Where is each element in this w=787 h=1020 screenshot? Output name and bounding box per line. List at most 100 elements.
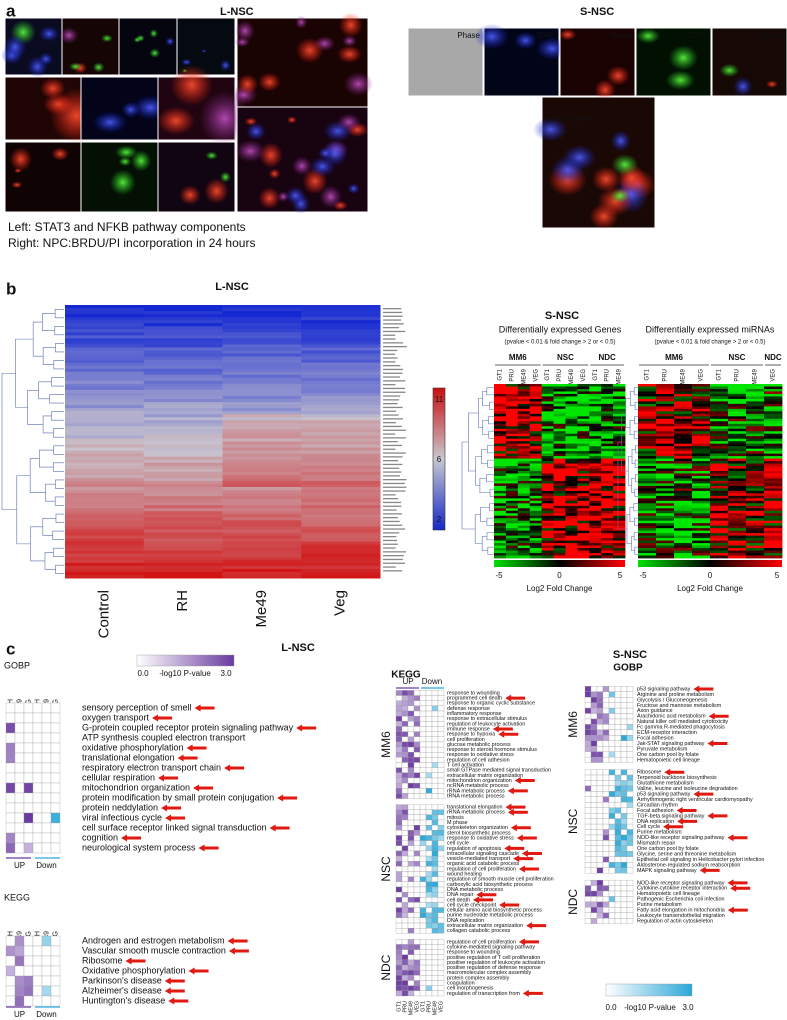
arrow bbox=[707, 740, 728, 747]
gene-label bbox=[383, 353, 396, 355]
heatmap-cell bbox=[143, 526, 223, 530]
heatmap-cell bbox=[565, 495, 578, 499]
heatmap-cell bbox=[565, 446, 578, 450]
heatmap-cell bbox=[494, 475, 507, 479]
heatmap-cell bbox=[656, 540, 675, 544]
term: small GTPase mediated signal transductio… bbox=[447, 768, 551, 774]
enrichment-cell bbox=[41, 935, 52, 947]
heatmap-cell bbox=[222, 386, 302, 391]
heatmap-cell bbox=[710, 416, 729, 420]
term: positive regulation of T cell proliferat… bbox=[447, 955, 540, 961]
heatmap-cell bbox=[65, 541, 145, 546]
heatmap-cell bbox=[65, 320, 145, 324]
heatmap-cell bbox=[541, 401, 554, 405]
heatmap-cell bbox=[143, 508, 223, 512]
heatmap-cell bbox=[553, 483, 566, 487]
heatmap-cell bbox=[222, 374, 302, 379]
heatmap-cell bbox=[728, 386, 747, 390]
gene-label bbox=[383, 467, 400, 469]
heatmap-cell bbox=[143, 350, 223, 355]
enrichment-cell bbox=[590, 856, 598, 863]
heatmap-cell bbox=[746, 471, 765, 474]
dendrogram bbox=[482, 390, 490, 407]
enrichment-cell bbox=[626, 718, 634, 725]
enrichment-cell bbox=[425, 866, 433, 872]
enrichment-cell bbox=[425, 891, 433, 898]
arrow bbox=[521, 850, 542, 857]
cell bbox=[268, 168, 281, 179]
enrichment-cell bbox=[584, 802, 592, 808]
heatmap-cell bbox=[746, 453, 765, 457]
term: T cell activation bbox=[447, 763, 484, 769]
heatmap-cell bbox=[222, 505, 302, 509]
heatmap-cell bbox=[589, 466, 602, 469]
heatmap-cell bbox=[301, 480, 381, 485]
cell bbox=[69, 62, 82, 71]
heatmap-cell bbox=[565, 493, 578, 497]
heatmap-cell bbox=[638, 408, 657, 412]
heatmap-cell bbox=[517, 500, 531, 504]
enrichment-cell bbox=[395, 716, 403, 722]
heatmap-cell bbox=[529, 518, 543, 522]
enrichment-cell bbox=[626, 707, 634, 714]
heatmap-cell bbox=[589, 451, 602, 454]
up-label: UP bbox=[14, 861, 25, 870]
heatmap-cell bbox=[505, 533, 519, 537]
enrichment-cell bbox=[401, 746, 409, 753]
enrichment-cell bbox=[395, 944, 403, 950]
heatmap-cell bbox=[764, 483, 783, 487]
heatmap-cell bbox=[692, 446, 711, 450]
heatmap-cell bbox=[577, 555, 590, 559]
heatmap-cell bbox=[601, 495, 614, 499]
heatmap-cell bbox=[529, 456, 543, 459]
heatmap-cell bbox=[541, 500, 554, 504]
enrichment-cell bbox=[620, 807, 628, 814]
heatmap-cell bbox=[577, 503, 590, 507]
enrichment-cell bbox=[407, 757, 415, 763]
column-label: VEG bbox=[771, 369, 777, 382]
heatmap-cell bbox=[656, 543, 675, 546]
enrichment-cell bbox=[596, 802, 604, 808]
heatmap-cell bbox=[517, 550, 531, 554]
enrichment-cell bbox=[437, 830, 445, 836]
dendrogram bbox=[55, 564, 64, 575]
heatmap-cell bbox=[728, 401, 747, 405]
heatmap-cell bbox=[589, 396, 602, 400]
heatmap-cell bbox=[541, 540, 554, 544]
heatmap-cell bbox=[565, 553, 578, 556]
heatmap-cell bbox=[613, 443, 626, 447]
heatmap-cell bbox=[746, 436, 765, 440]
enrichment-cell bbox=[425, 721, 433, 727]
enrichment-cell bbox=[596, 829, 604, 836]
term: Glycine, serine and threonine metabolism bbox=[637, 851, 737, 857]
heatmap-cell bbox=[494, 480, 507, 484]
enrichment-cell bbox=[419, 695, 427, 701]
enrichment-cell bbox=[602, 907, 610, 913]
enrichment-cell bbox=[626, 807, 634, 814]
heatmap-cell bbox=[710, 500, 729, 504]
heatmap-cell bbox=[710, 505, 729, 509]
heatmap-cell bbox=[656, 548, 675, 551]
heatmap-cell bbox=[529, 426, 543, 430]
enrichment-cell bbox=[431, 897, 439, 903]
heatmap-cell bbox=[613, 548, 626, 551]
heatmap-cell bbox=[494, 513, 507, 517]
heatmap-cell bbox=[222, 450, 302, 455]
heatmap-cell bbox=[541, 495, 554, 499]
heatmap-cell bbox=[692, 543, 711, 546]
cell bbox=[235, 139, 266, 163]
heatmap-cell bbox=[65, 308, 145, 312]
heatmap-cell bbox=[601, 505, 614, 509]
enrichment-cell bbox=[437, 757, 445, 763]
term: oxidative phosphorylation bbox=[82, 742, 184, 752]
heatmap-cell bbox=[613, 500, 626, 504]
heatmap-cell bbox=[728, 538, 747, 541]
enrichment-cell bbox=[425, 855, 433, 862]
heatmap-cell bbox=[710, 386, 729, 390]
enrichment-cell bbox=[425, 959, 433, 966]
heatmap-cell bbox=[577, 406, 590, 410]
heatmap-cell bbox=[65, 341, 145, 345]
heatmap-cell bbox=[143, 323, 223, 327]
heatmap-cell bbox=[638, 448, 657, 452]
heatmap-cell bbox=[529, 413, 543, 417]
